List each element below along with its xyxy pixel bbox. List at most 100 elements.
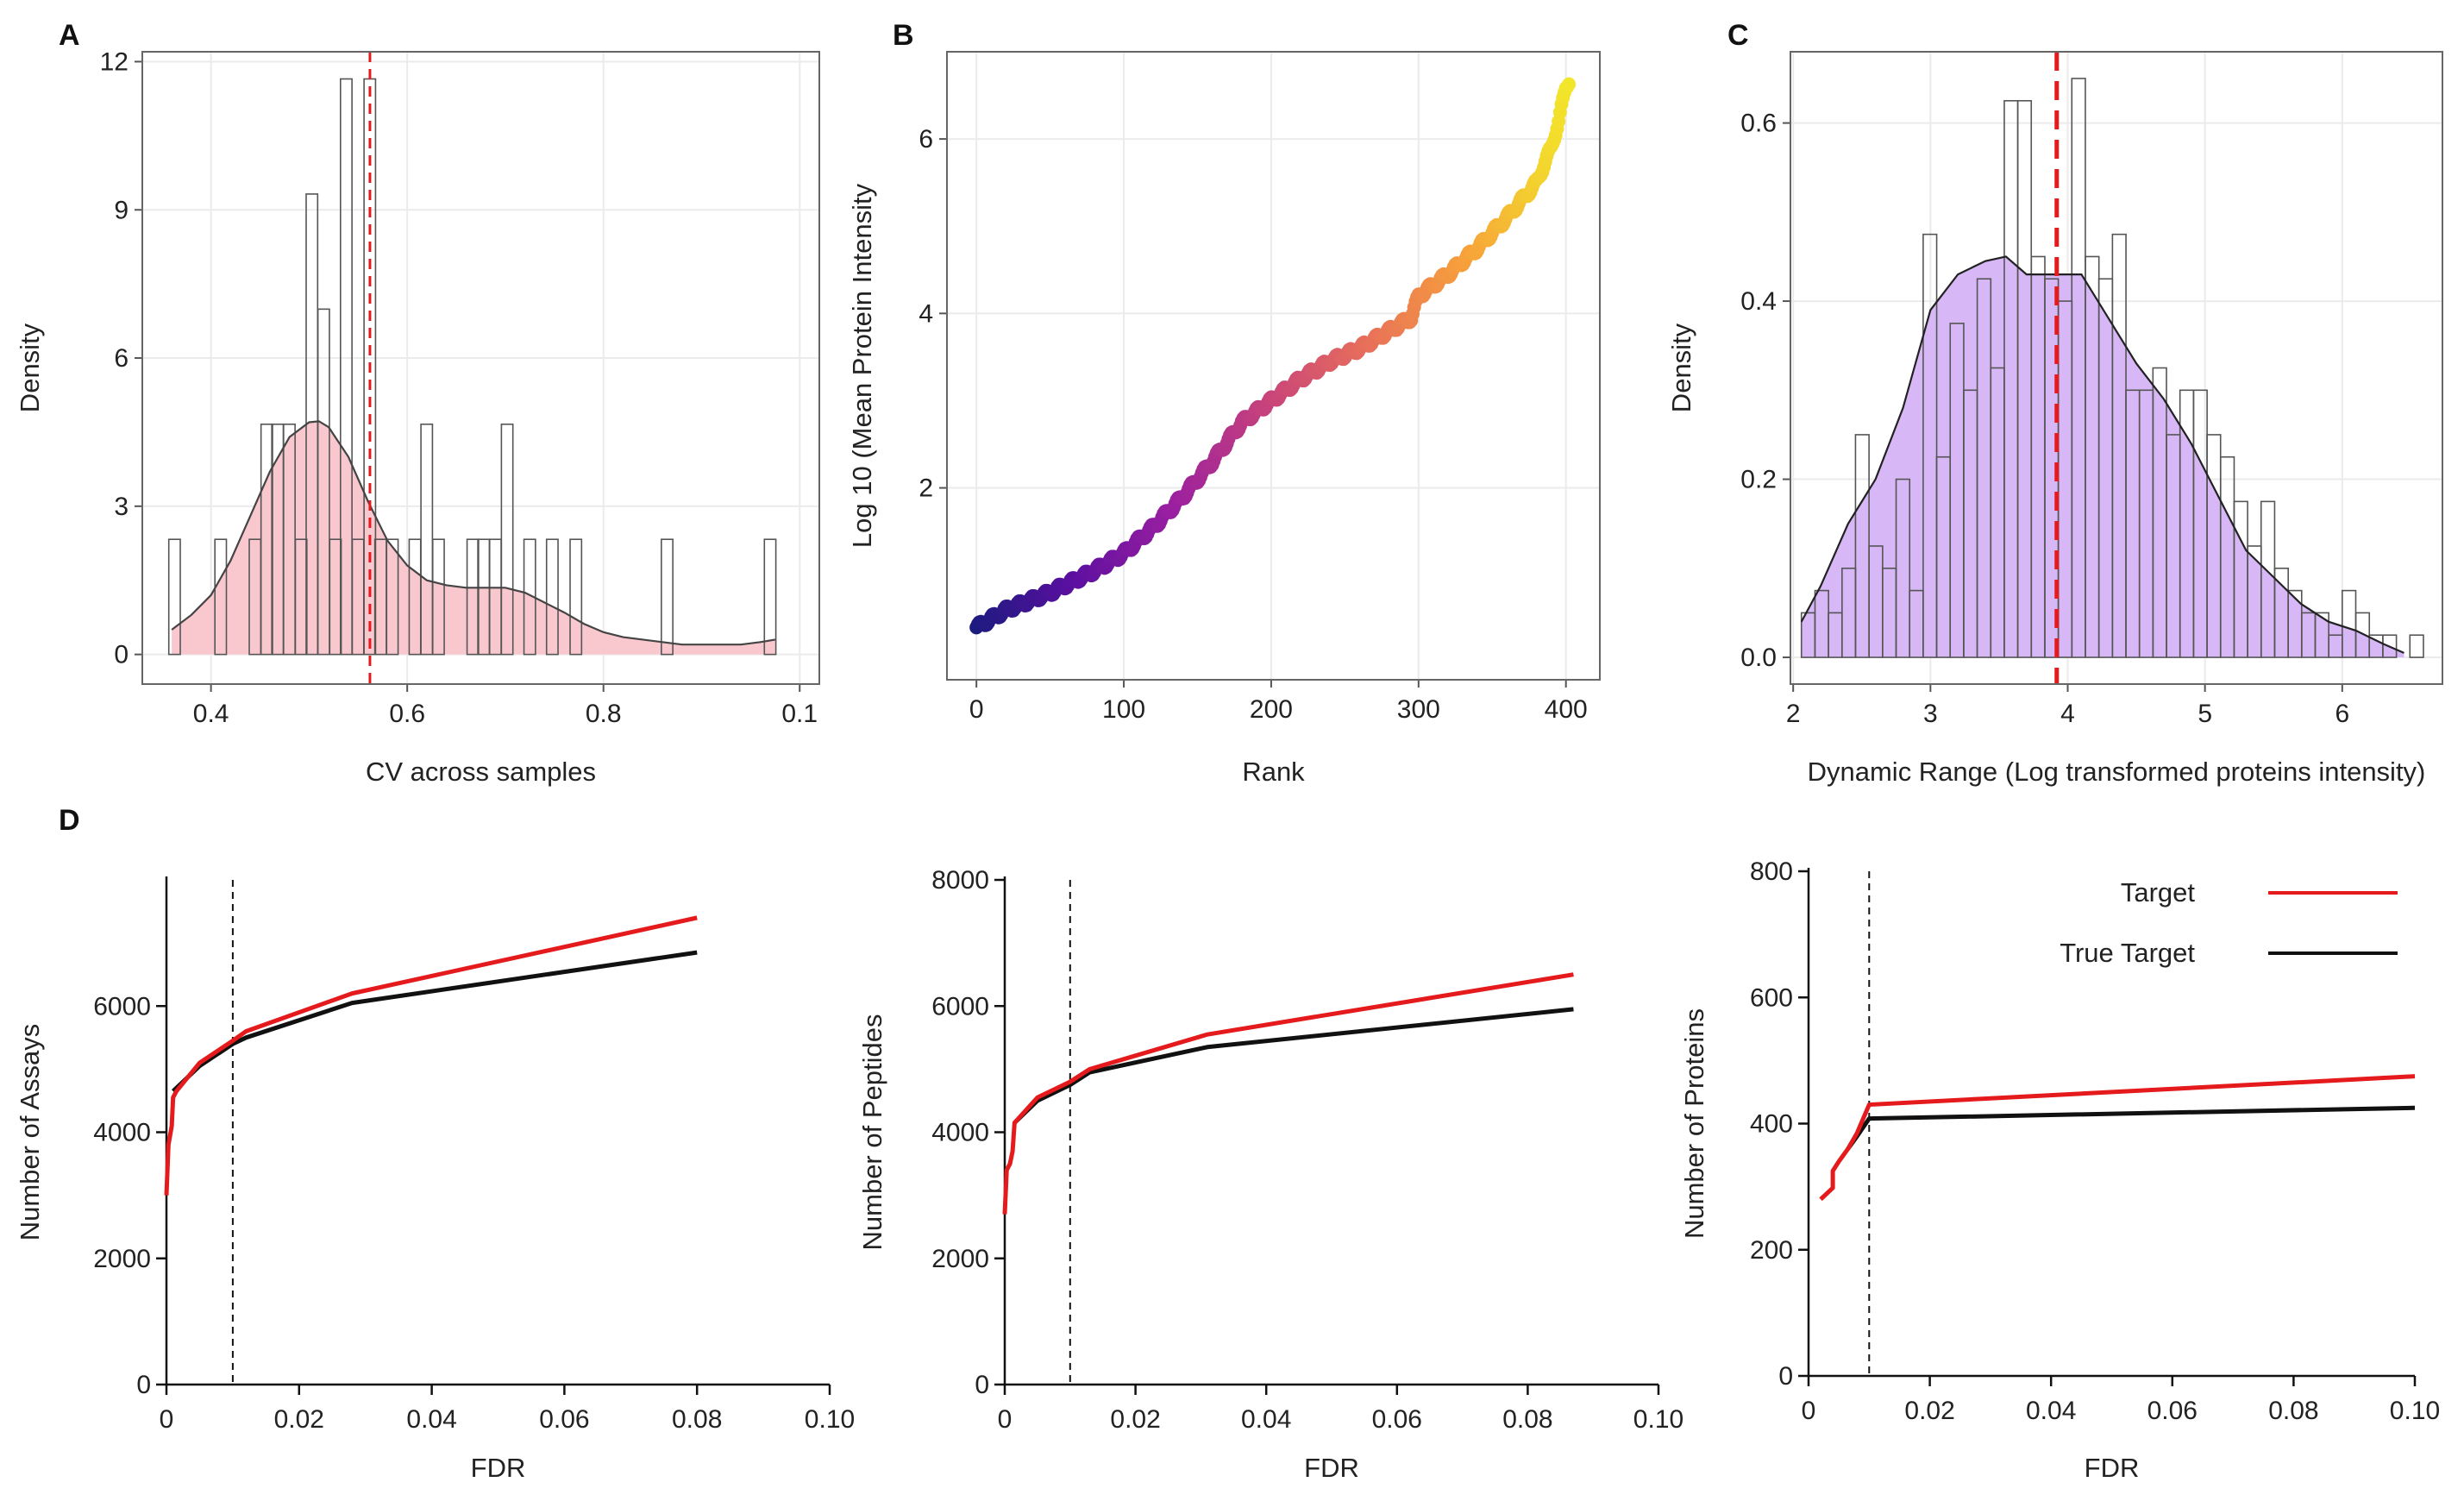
y-tick-label: 8000 [931, 866, 989, 895]
chart-d2-peptides-fdr: 0 0.02 0.04 0.06 0.08 0.10 0 2000 4000 6000 8000 FD… [857, 866, 1683, 1483]
chart-b-rank-scatter: 0 100 200 300 400 2 4 6 Rank Log 10 (Mean Protein… [847, 51, 1601, 787]
x-tick-label: 0.10 [2390, 1397, 2440, 1425]
histogram-bar [500, 423, 514, 656]
x-tick-label: 0 [969, 695, 984, 724]
x-tick-label: 0.1 [781, 700, 818, 728]
histogram-bar [1922, 233, 1938, 658]
density-curve [1800, 255, 2404, 654]
x-axis-title: FDR [2085, 1453, 2140, 1483]
y-tick-label: 4000 [93, 1119, 151, 1147]
y-tick-label: 4 [919, 299, 933, 328]
scatter-point [1562, 77, 1577, 91]
y-axis-title: Density [15, 323, 45, 412]
density-area [1801, 256, 2404, 658]
y-tick-label: 2000 [93, 1245, 151, 1273]
x-tick-label: 0.02 [1904, 1397, 1954, 1425]
x-tick-label: 0.04 [2026, 1397, 2076, 1425]
y-tick-label: 400 [1750, 1110, 1793, 1139]
y-axis-title: Density [1666, 323, 1696, 412]
x-tick-label: 3 [1923, 700, 1938, 728]
histogram-bar [569, 538, 583, 656]
histogram-bar [214, 538, 228, 656]
series-target-line [1002, 972, 1574, 1215]
histogram-bar [661, 538, 674, 656]
y-tick-label: 0.2 [1740, 466, 1777, 494]
series-target-line [1819, 1074, 2416, 1202]
y-tick-label: 0.6 [1740, 110, 1777, 138]
y-tick-label: 0 [975, 1371, 989, 1399]
x-tick-label: 0.06 [539, 1405, 589, 1434]
x-tick-label: 300 [1397, 695, 1440, 724]
panel-letter-d: D [59, 804, 80, 837]
y-tick-label: 2000 [931, 1245, 989, 1273]
x-tick-label: 0.02 [1110, 1405, 1160, 1434]
y-tick-label: 4000 [931, 1119, 989, 1147]
x-tick-label: 0.06 [1372, 1405, 1422, 1434]
x-tick-label: 0 [160, 1405, 174, 1434]
x-tick-label: 0.04 [406, 1405, 456, 1434]
panel-letter-c: C [1727, 19, 1749, 52]
histogram-bar [545, 538, 559, 656]
histogram-bar [2382, 634, 2398, 658]
histogram-bar [386, 538, 399, 656]
x-tick-label: 400 [1545, 695, 1588, 724]
y-tick-label: 6000 [931, 992, 989, 1021]
x-tick-label: 0.6 [389, 700, 425, 728]
y-tick-label: 12 [100, 47, 129, 76]
y-axis-title: Number of Proteins [1679, 1008, 1709, 1239]
histogram-bar [763, 538, 777, 656]
histogram-bar [1895, 478, 1911, 658]
y-tick-label: 200 [1750, 1236, 1793, 1265]
x-axis-title: FDR [1304, 1453, 1359, 1483]
y-axis-title: Number of Assays [15, 1024, 45, 1241]
histogram-bar [431, 538, 445, 656]
x-tick-label: 0.10 [805, 1405, 855, 1434]
y-tick-label: 9 [114, 196, 129, 224]
x-tick-label: 0.10 [1633, 1405, 1683, 1434]
x-axis-title: Rank [1242, 757, 1305, 787]
density-curve [171, 420, 775, 646]
x-axis-title: FDR [471, 1453, 526, 1483]
histogram-bar [167, 538, 181, 656]
chart-d1-assays-fdr: 0 0.02 0.04 0.06 0.08 0.10 0 2000 4000 6000 FDR Num… [15, 876, 855, 1483]
x-tick-label: 0.08 [2268, 1397, 2318, 1425]
y-tick-label: 0 [136, 1371, 151, 1399]
x-tick-label: 5 [2198, 700, 2212, 728]
x-tick-label: 0 [998, 1405, 1013, 1434]
x-tick-label: 0.4 [193, 700, 229, 728]
y-tick-label: 0.0 [1740, 644, 1777, 672]
panel-letter-a: A [59, 19, 80, 52]
y-tick-label: 2 [919, 474, 933, 503]
x-tick-label: 0.04 [1241, 1405, 1291, 1434]
x-tick-label: 2 [1786, 700, 1801, 728]
x-tick-label: 0 [1802, 1397, 1816, 1425]
y-axis-title: Number of Peptides [857, 1014, 887, 1251]
x-axis-title: CV across samples [366, 757, 596, 787]
legend-label-target: Target [2121, 877, 2196, 908]
y-tick-label: 3 [114, 493, 129, 521]
chart-a-cv-histogram: 0.4 0.6 0.8 0.1 0 3 6 9 12 CV across samples Densi… [15, 47, 820, 787]
x-tick-label: 0.08 [1502, 1405, 1552, 1434]
y-axis-title: Log 10 (Mean Protein Intensity [847, 183, 877, 548]
y-tick-label: 0 [114, 641, 129, 669]
y-tick-label: 600 [1750, 983, 1793, 1012]
x-tick-label: 0.06 [2147, 1397, 2198, 1425]
panel-letter-b: B [893, 19, 914, 52]
x-tick-label: 4 [2060, 700, 2075, 728]
histogram-bar [340, 78, 353, 656]
y-tick-label: 800 [1750, 857, 1793, 886]
y-tick-label: 6 [114, 344, 129, 373]
y-tick-label: 6000 [93, 992, 151, 1021]
x-tick-label: 0.08 [672, 1405, 722, 1434]
histogram-bar [317, 308, 330, 656]
chart-d3-proteins-fdr: 0 0.02 0.04 0.06 0.08 0.10 0 200 400 600 800 FDR Num… [1679, 857, 2440, 1483]
x-tick-label: 0.8 [586, 700, 622, 728]
plot-frame [1790, 51, 2443, 685]
histogram-bar [2409, 634, 2424, 658]
x-tick-label: 6 [2335, 700, 2349, 728]
x-axis-title: Dynamic Range (Log transformed proteins … [1808, 757, 2426, 787]
plot-frame [946, 51, 1601, 681]
legend-label-true-target: True Target [2060, 938, 2195, 968]
y-tick-label: 6 [919, 125, 933, 154]
